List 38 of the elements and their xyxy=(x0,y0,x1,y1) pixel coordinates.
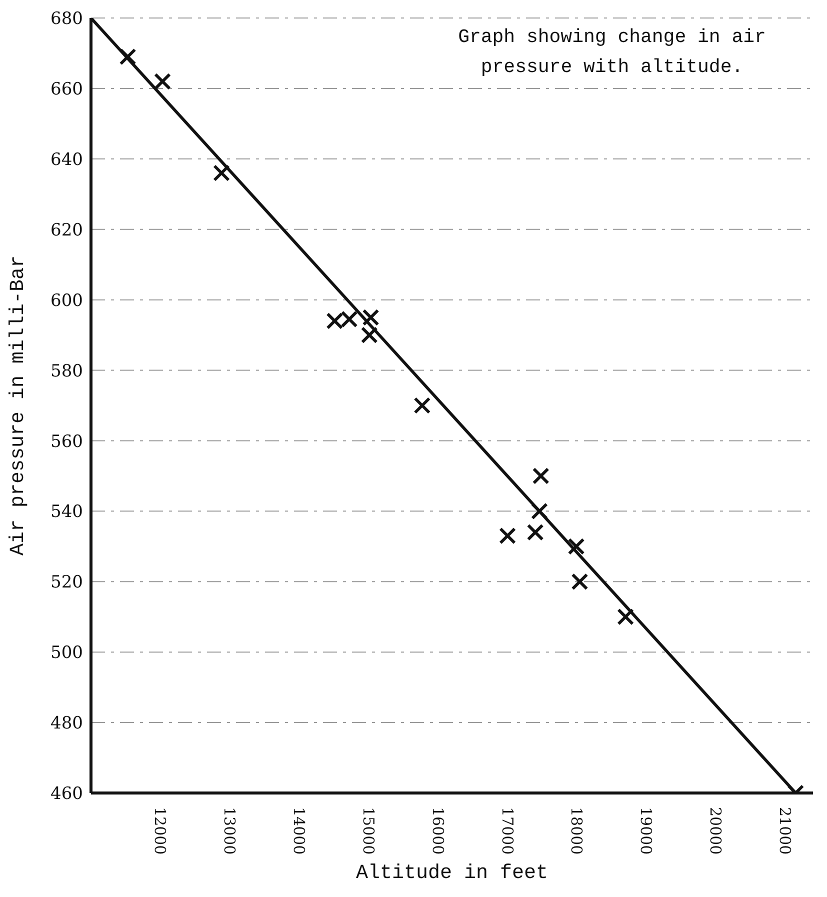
x-tick-label: 17000 xyxy=(498,807,516,855)
y-tick-label: 600 xyxy=(50,290,83,311)
x-tick-label: 13000 xyxy=(220,807,239,855)
y-tick-label: 640 xyxy=(50,150,83,170)
text: Graph showing change in air pressure with altitude. xyxy=(457,25,767,80)
point xyxy=(526,524,544,541)
point xyxy=(532,467,550,484)
y-tick-label: 500 xyxy=(50,643,83,664)
point xyxy=(213,164,230,182)
y-tick-label: 520 xyxy=(50,572,83,593)
x-tick-label: 21000 xyxy=(776,807,794,855)
y-tick-label: 540 xyxy=(50,502,83,522)
point xyxy=(617,608,634,626)
x-tick-label: 14000 xyxy=(290,807,308,855)
point xyxy=(154,72,172,90)
point xyxy=(568,538,585,555)
x-axis-title: Altitude in feet xyxy=(356,862,548,885)
y-tick-label: 560 xyxy=(50,432,83,452)
point xyxy=(530,502,548,520)
x-tick-label: 19000 xyxy=(637,807,656,855)
point xyxy=(119,48,136,66)
x-tick-label: 15000 xyxy=(359,807,378,855)
y-tick-label: 660 xyxy=(50,79,83,100)
y-tick-label: 580 xyxy=(50,361,83,382)
x-tick-label: 12000 xyxy=(151,807,170,855)
y-tick-label: 460 xyxy=(50,784,83,804)
y-axis-title: Air pressure in milli-Bar xyxy=(7,255,30,556)
x-tick-label: 16000 xyxy=(428,807,447,855)
y-tick-label: 480 xyxy=(50,714,83,734)
x-tick-label: 20000 xyxy=(706,807,725,855)
point xyxy=(362,308,380,326)
y-tick-label: 680 xyxy=(50,9,83,30)
y-tick-label: 620 xyxy=(50,220,83,240)
point xyxy=(499,527,516,544)
x-tick-label: 18000 xyxy=(568,807,586,855)
point xyxy=(414,397,431,414)
point xyxy=(571,573,588,590)
point xyxy=(360,326,378,344)
